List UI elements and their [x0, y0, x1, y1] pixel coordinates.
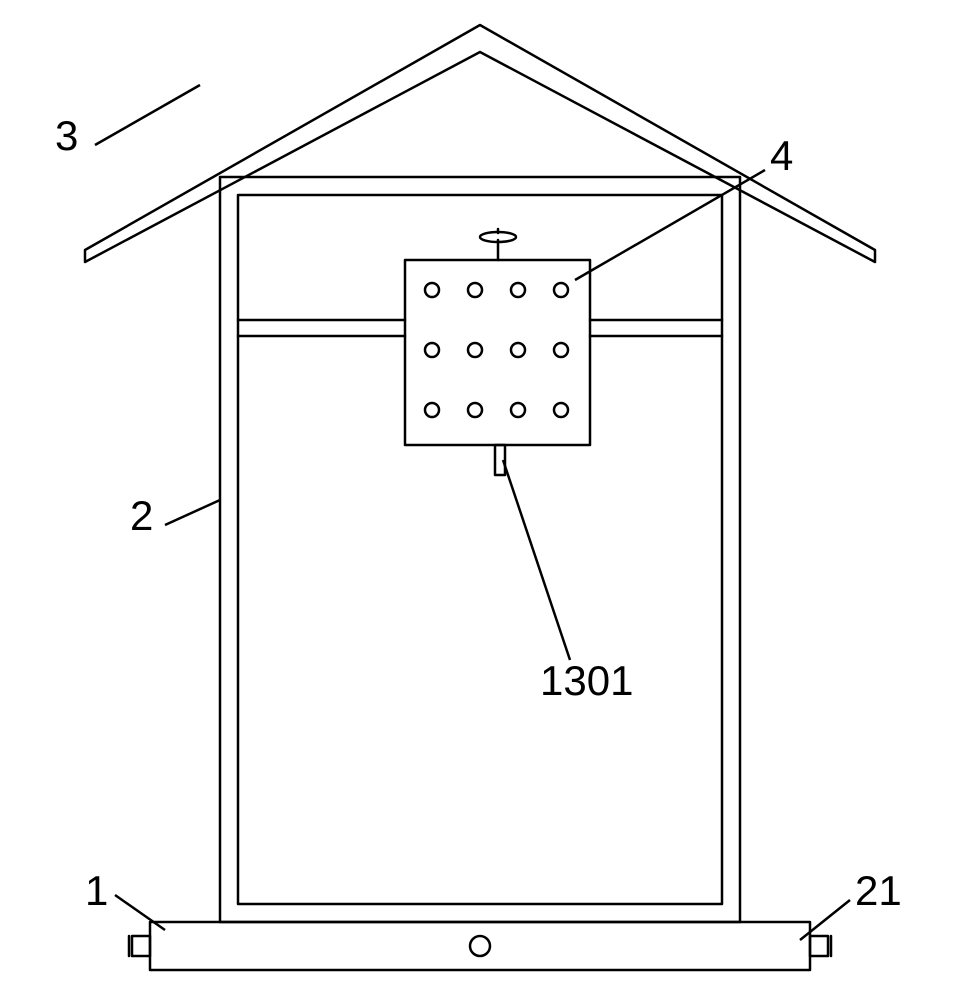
label-21: 21: [855, 867, 902, 914]
label-1: 1: [85, 867, 108, 914]
label-3: 3: [55, 112, 78, 159]
label-1301: 1301: [540, 657, 633, 704]
technical-diagram: 3 4 2 1301 1 21: [0, 0, 961, 1000]
label-2: 2: [130, 492, 153, 539]
label-4: 4: [770, 132, 793, 179]
